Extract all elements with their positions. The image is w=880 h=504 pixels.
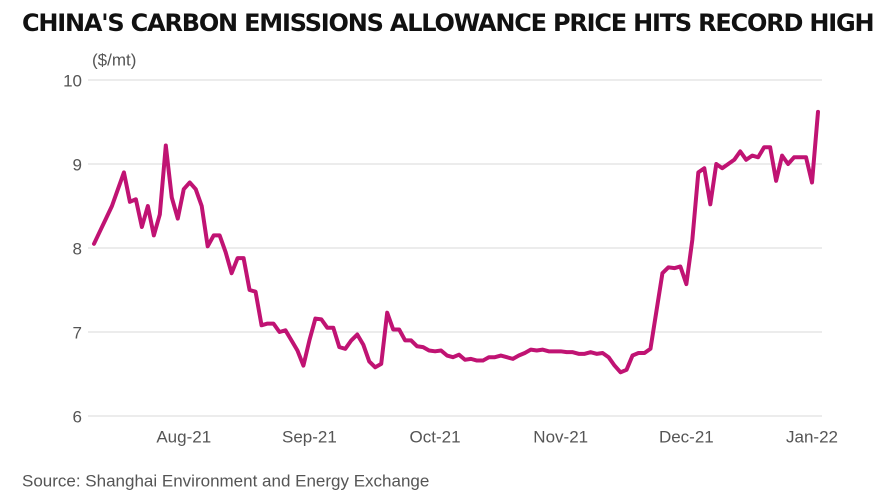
y-tick-label: 6 <box>73 407 82 426</box>
x-tick-label: Aug-21 <box>156 427 211 446</box>
x-tick-label: Jan-22 <box>786 427 838 446</box>
y-tick-label: 10 <box>63 71 82 90</box>
x-tick-label: Dec-21 <box>659 427 714 446</box>
source-note: Source: Shanghai Environment and Energy … <box>22 471 429 490</box>
chart-title: CHINA'S CARBON EMISSIONS ALLOWANCE PRICE… <box>22 9 873 37</box>
y-tick-label: 7 <box>73 323 82 342</box>
x-tick-label: Sep-21 <box>282 427 337 446</box>
x-tick-label: Oct-21 <box>410 427 461 446</box>
y-axis-label: ($/mt) <box>92 50 136 69</box>
price-line <box>92 109 820 375</box>
x-tick-label: Nov-21 <box>533 427 588 446</box>
y-tick-label: 9 <box>73 155 82 174</box>
y-tick-label: 8 <box>73 239 82 258</box>
